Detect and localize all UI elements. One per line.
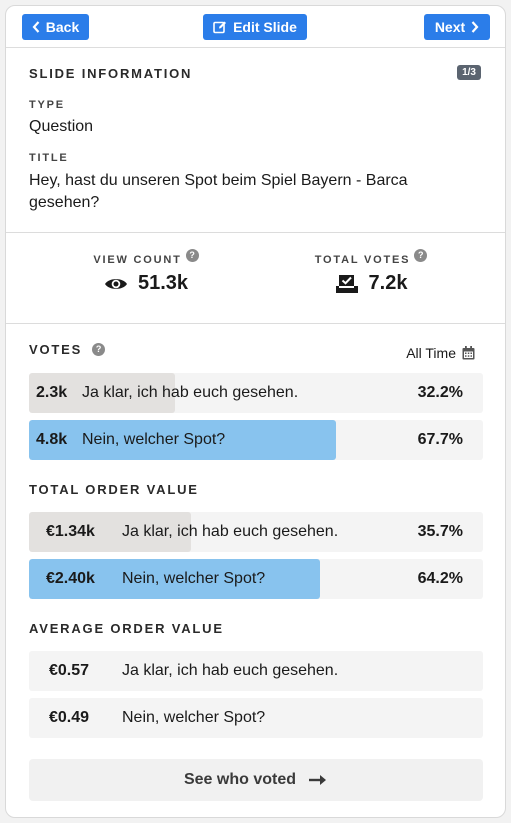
eye-icon xyxy=(104,278,127,289)
vote-answer: Ja klar, ich hab euch gesehen. xyxy=(82,384,299,401)
help-icon[interactable]: ? xyxy=(185,249,199,262)
total-votes-value: 7.2k xyxy=(368,272,408,294)
order-value-answer: Nein, welcher Spot? xyxy=(122,570,266,587)
slide-information-heading: SLIDE INFORMATION xyxy=(29,66,193,81)
vote-count: 4.8k xyxy=(36,431,68,448)
page-badge: 1/3 xyxy=(457,65,481,80)
next-label: Next xyxy=(434,19,466,35)
toolbar: Back Edit Slide Next xyxy=(6,6,505,48)
help-icon[interactable]: ? xyxy=(92,343,106,356)
vote-count: 2.3k xyxy=(36,384,68,401)
chevron-left-icon xyxy=(32,21,40,33)
vote-answer: Nein, welcher Spot? xyxy=(82,431,226,448)
average-value-answer: Nein, welcher Spot? xyxy=(122,709,266,726)
chevron-right-icon xyxy=(471,21,479,33)
slide-information: SLIDE INFORMATION TYPE Question TITLE He… xyxy=(29,66,484,214)
view-count-value: 51.3k xyxy=(137,272,189,294)
order-value-bar-fill xyxy=(29,559,321,599)
next-button[interactable]: Next xyxy=(424,14,490,40)
order-value-row: €2.40k Nein, welcher Spot? 64.2% xyxy=(29,559,483,599)
vote-bar-fill xyxy=(29,420,337,460)
edit-icon xyxy=(213,21,227,34)
view-count-stat: VIEW COUNT ? 51.3k xyxy=(76,249,216,295)
votes-heading: VOTES xyxy=(29,342,83,357)
back-button[interactable]: Back xyxy=(22,14,89,40)
vote-row: 2.3k Ja klar, ich hab euch gesehen. 32.2… xyxy=(29,373,483,413)
calendar-icon xyxy=(462,346,475,360)
period-label: All Time xyxy=(406,345,456,361)
total-order-value-heading: TOTAL ORDER VALUE xyxy=(29,482,199,497)
type-value: Question xyxy=(29,118,94,135)
order-value-bar-fill xyxy=(29,512,192,552)
total-votes-label: TOTAL VOTES xyxy=(314,253,411,266)
votes-heading-row: VOTES ? xyxy=(29,342,106,357)
average-value-row: €0.57 Ja klar, ich hab euch gesehen. xyxy=(29,651,483,691)
title-value: Hey, hast du unseren Spot beim Spiel Bay… xyxy=(29,172,408,211)
average-value-row: €0.49 Nein, welcher Spot? xyxy=(29,698,483,738)
vote-row: 4.8k Nein, welcher Spot? 67.7% xyxy=(29,420,483,460)
period-selector[interactable]: All Time xyxy=(406,345,475,361)
total-votes-stat: TOTAL VOTES ? 7.2k xyxy=(296,249,446,295)
view-count-label: VIEW COUNT xyxy=(93,253,182,266)
order-value-amount: €1.34k xyxy=(46,523,95,540)
slide-details-card: Back Edit Slide Next 1/3 SLIDE INFORMATI… xyxy=(5,5,506,818)
order-value-percent: 35.7% xyxy=(417,523,463,540)
average-value-answer: Ja klar, ich hab euch gesehen. xyxy=(122,662,339,679)
see-who-voted-button[interactable]: See who voted xyxy=(29,759,483,801)
vote-percent: 67.7% xyxy=(417,431,463,448)
order-value-percent: 64.2% xyxy=(417,570,463,587)
vote-bar-fill xyxy=(29,373,176,413)
order-value-row: €1.34k Ja klar, ich hab euch gesehen. 35… xyxy=(29,512,483,552)
order-value-answer: Ja klar, ich hab euch gesehen. xyxy=(122,523,339,540)
edit-slide-label: Edit Slide xyxy=(233,19,297,35)
edit-slide-button[interactable]: Edit Slide xyxy=(203,14,307,40)
title-label: TITLE xyxy=(29,152,69,164)
average-value-amount: €0.57 xyxy=(49,662,90,679)
see-who-voted-label: See who voted xyxy=(183,771,297,788)
average-order-value-heading: AVERAGE ORDER VALUE xyxy=(29,621,224,636)
divider xyxy=(6,323,505,324)
ballot-box-icon xyxy=(335,274,358,293)
average-value-amount: €0.49 xyxy=(49,709,90,726)
help-icon[interactable]: ? xyxy=(414,249,428,262)
arrow-right-icon xyxy=(309,775,327,785)
type-label: TYPE xyxy=(29,99,65,111)
vote-percent: 32.2% xyxy=(417,384,463,401)
order-value-amount: €2.40k xyxy=(46,570,95,587)
divider xyxy=(6,232,505,233)
back-label: Back xyxy=(45,19,80,35)
